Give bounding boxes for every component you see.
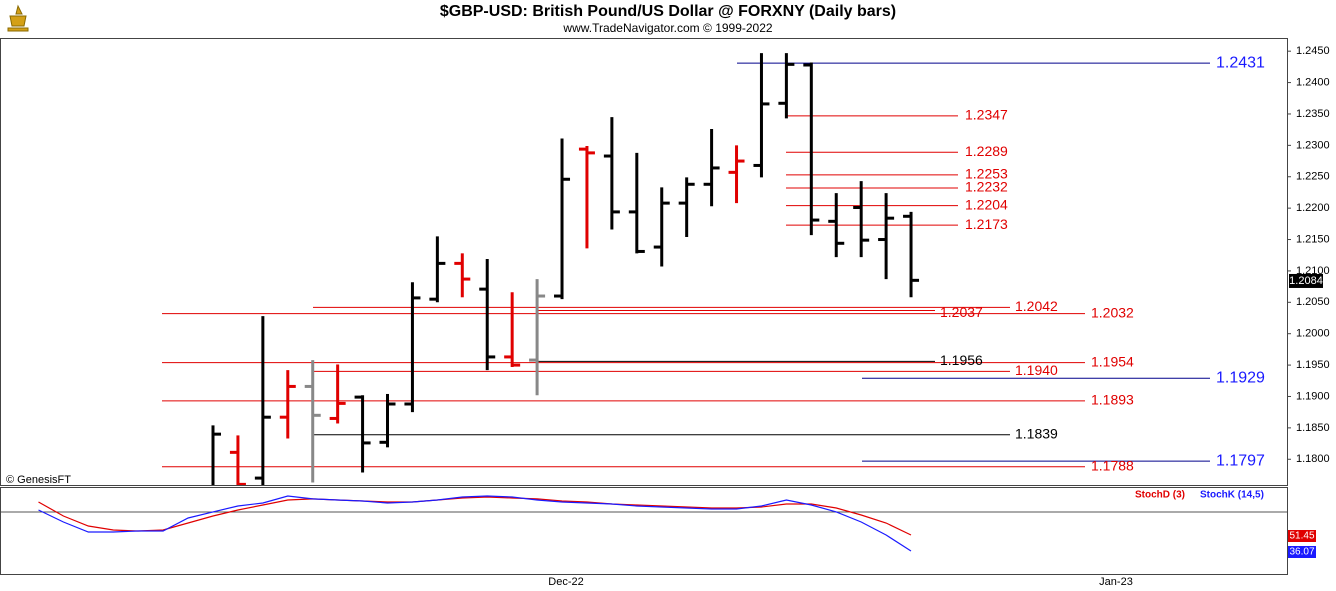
y-tick-label: 1.2000 [1296,328,1330,340]
last-price-box [1289,273,1323,288]
y-tick-label: 1.1800 [1296,453,1330,465]
watermark: © GenesisFT [6,474,71,486]
stoch-plot [38,495,912,552]
logo [4,4,32,32]
level-label: 1.1839 [1015,425,1058,441]
level-label: 1.1929 [1216,369,1265,386]
level-label: 1.1788 [1091,457,1134,473]
y-tick-label: 1.2400 [1296,76,1330,88]
legend-entry: StochD (3) [1135,490,1185,501]
level-label: 1.2042 [1015,298,1058,314]
level-label: 1.1954 [1091,353,1134,369]
y-tick-label: 1.2250 [1296,171,1330,183]
level-label: 1.2253 [965,166,1008,182]
price-plot [162,53,1210,485]
level-label: 1.2037 [940,304,983,320]
chart-title: $GBP-USD: British Pound/US Dollar @ FORX… [440,3,896,20]
price-panel-frame [0,38,1288,486]
level-label: 1.2032 [1091,304,1134,320]
level-label: 1.2173 [965,216,1008,232]
x-axis-label: Jan-23 [1099,576,1133,588]
y-tick-label: 1.2300 [1296,139,1330,151]
y-tick-label: 1.2200 [1296,202,1330,214]
stoch-line [38,495,912,552]
y-tick-label: 1.2450 [1296,45,1330,57]
y-tick-label: 1.1900 [1296,390,1330,402]
x-axis-label: Dec-22 [548,576,583,588]
level-label: 1.2347 [965,107,1008,123]
level-label: 1.2232 [965,179,1008,195]
y-tick-label: 1.2100 [1296,265,1330,277]
stoch-value-label: 51.45 [1289,531,1314,542]
last-price-label: 1.2084 [1289,275,1323,287]
stoch-value-box [1288,546,1316,558]
y-tick-label: 1.2350 [1296,108,1330,120]
stoch-value-box [1288,530,1316,542]
y-tick-label: 1.1950 [1296,359,1330,371]
y-tick-label: 1.1850 [1296,422,1330,434]
legend-entry: StochK (14,5) [1200,490,1264,501]
y-tick-label: 1.2050 [1296,296,1330,308]
stoch-line [38,496,912,536]
level-label: 1.1940 [1015,362,1058,378]
stoch-value-label: 36.07 [1289,547,1314,558]
level-label: 1.2204 [965,196,1008,212]
level-label: 1.2431 [1216,54,1265,71]
chart-subtitle: www.TradeNavigator.com © 1999-2022 [562,21,772,35]
level-label: 1.1956 [940,352,983,368]
level-label: 1.2289 [965,143,1008,159]
stoch-panel-frame [0,487,1288,575]
y-tick-label: 1.2150 [1296,233,1330,245]
level-label: 1.1797 [1216,452,1265,469]
level-label: 1.1893 [1091,392,1134,408]
